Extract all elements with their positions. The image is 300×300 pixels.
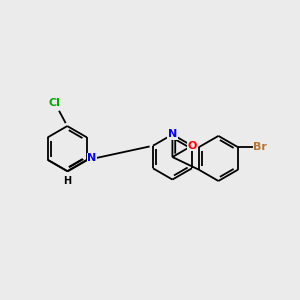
Text: Cl: Cl (49, 98, 61, 108)
Text: N: N (87, 154, 97, 164)
Text: O: O (187, 141, 196, 151)
Text: Br: Br (254, 142, 267, 152)
Text: N: N (168, 130, 177, 140)
Text: H: H (64, 176, 72, 186)
